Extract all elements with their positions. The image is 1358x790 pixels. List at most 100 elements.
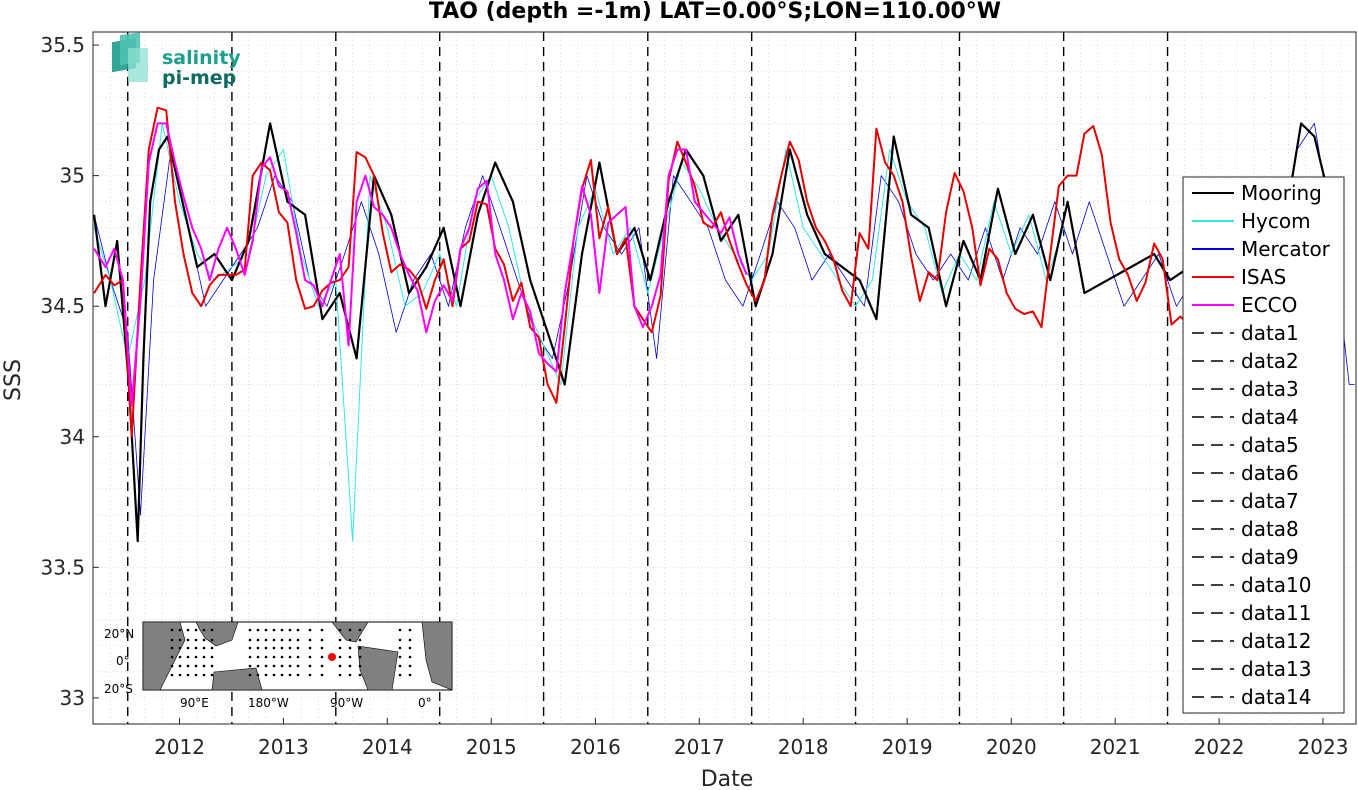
buoy-dot xyxy=(320,628,324,632)
grid xyxy=(92,32,1356,724)
salinity-pimep-logo: salinity pi-mep xyxy=(112,32,241,89)
buoy-dot xyxy=(202,673,206,677)
year-separator-lines xyxy=(127,32,1169,724)
buoy-dot xyxy=(272,655,276,659)
buoy-dot xyxy=(248,673,252,677)
buoy-dot xyxy=(186,655,190,659)
buoy-dot xyxy=(320,673,324,677)
buoy-dot xyxy=(210,646,214,650)
buoy-dot xyxy=(288,628,292,632)
buoy-dot xyxy=(178,638,182,642)
buoy-dot xyxy=(358,646,362,650)
x-tick-label: 2015 xyxy=(466,735,517,759)
buoy-dot xyxy=(264,638,268,642)
buoy-dot xyxy=(264,646,268,650)
x-tick-label: 2020 xyxy=(986,735,1037,759)
legend-label: ECCO xyxy=(1241,293,1297,317)
legend-label: Hycom xyxy=(1241,209,1311,233)
legend-label: data3 xyxy=(1241,377,1299,401)
series-line-ecco xyxy=(93,122,748,407)
chart-title: TAO (depth =-1m) LAT=0.00°S;LON=110.00°W xyxy=(429,0,1001,24)
plot-frame xyxy=(92,31,1357,725)
buoy-dot xyxy=(398,646,402,650)
buoy-dot xyxy=(178,655,182,659)
buoy-dot xyxy=(308,638,312,642)
buoy-dot xyxy=(296,673,300,677)
buoy-dot xyxy=(210,664,214,668)
asia-landmass xyxy=(195,621,239,647)
legend-label: data11 xyxy=(1241,601,1312,625)
buoy-dot xyxy=(296,646,300,650)
y-tick-label: 33.5 xyxy=(40,555,85,579)
legend-label: Mercator xyxy=(1241,237,1331,261)
x-tick-label: 2014 xyxy=(362,735,413,759)
buoy-dot xyxy=(308,628,312,632)
buoy-dot xyxy=(320,655,324,659)
buoy-dot xyxy=(358,673,362,677)
x-tick-label: 2017 xyxy=(674,735,725,759)
buoy-dot xyxy=(186,628,190,632)
buoy-dot xyxy=(202,655,206,659)
buoy-dot xyxy=(194,664,198,668)
x-tick-label: 2021 xyxy=(1090,735,1141,759)
buoy-dot xyxy=(202,628,206,632)
buoy-dot xyxy=(256,655,260,659)
buoy-dot xyxy=(280,673,284,677)
buoy-dot xyxy=(264,655,268,659)
x-tick-label: 2023 xyxy=(1298,735,1349,759)
y-axis-ticks: 33 33.5 34 34.5 35 35.5 xyxy=(40,33,99,710)
buoy-dot xyxy=(408,628,412,632)
series-line-isas xyxy=(93,106,1190,438)
buoy-dot xyxy=(248,664,252,668)
buoy-dot xyxy=(348,655,352,659)
buoy-dot xyxy=(398,664,402,668)
buoy-dot xyxy=(408,664,412,668)
buoy-dot xyxy=(408,638,412,642)
x-tick-label: 2013 xyxy=(258,735,309,759)
buoy-dot xyxy=(194,646,198,650)
map-lon-label: 90°W xyxy=(330,696,363,710)
legend-label: data6 xyxy=(1241,461,1299,485)
buoy-dot xyxy=(338,655,342,659)
buoy-dot xyxy=(288,638,292,642)
map-lat-label: 20°S xyxy=(104,682,133,696)
buoy-dot xyxy=(194,673,198,677)
legend: Mooring Hycom Mercator ISAS ECCO data1 data2 da… xyxy=(1182,176,1345,714)
legend-label: data10 xyxy=(1241,573,1312,597)
map-lat-label: 0° xyxy=(116,654,130,668)
buoy-dot xyxy=(256,638,260,642)
buoy-dot xyxy=(320,638,324,642)
buoy-dot xyxy=(398,638,402,642)
buoy-dot xyxy=(398,673,402,677)
x-axis-ticks: 2012 2013 2014 2015 2016 2017 2018 2019 2020 2021… xyxy=(154,718,1348,759)
buoy-dot xyxy=(256,664,260,668)
buoy-dot xyxy=(348,628,352,632)
buoy-dot xyxy=(398,628,402,632)
buoy-dot xyxy=(358,638,362,642)
buoy-dot xyxy=(358,664,362,668)
buoy-dot xyxy=(348,638,352,642)
buoy-dot xyxy=(186,638,190,642)
y-tick-label: 35 xyxy=(60,164,85,188)
buoy-dot xyxy=(248,638,252,642)
buoy-dot xyxy=(256,646,260,650)
buoy-dot xyxy=(296,628,300,632)
x-tick-label: 2016 xyxy=(570,735,621,759)
x-tick-label: 2012 xyxy=(154,735,205,759)
buoy-dot xyxy=(296,664,300,668)
buoy-dot xyxy=(408,646,412,650)
buoy-dot xyxy=(320,664,324,668)
legend-label: Mooring xyxy=(1241,181,1322,205)
buoy-dot xyxy=(288,673,292,677)
buoy-dot xyxy=(348,673,352,677)
buoy-dot xyxy=(272,673,276,677)
y-tick-label: 34 xyxy=(60,425,85,449)
buoy-dot xyxy=(272,664,276,668)
buoy-dot xyxy=(194,655,198,659)
buoy-dot xyxy=(280,664,284,668)
buoy-dot xyxy=(288,655,292,659)
buoy-dot xyxy=(178,646,182,650)
y-tick-label: 35.5 xyxy=(40,33,85,57)
legend-box xyxy=(1182,176,1345,714)
west-africa-landmass xyxy=(421,621,453,691)
